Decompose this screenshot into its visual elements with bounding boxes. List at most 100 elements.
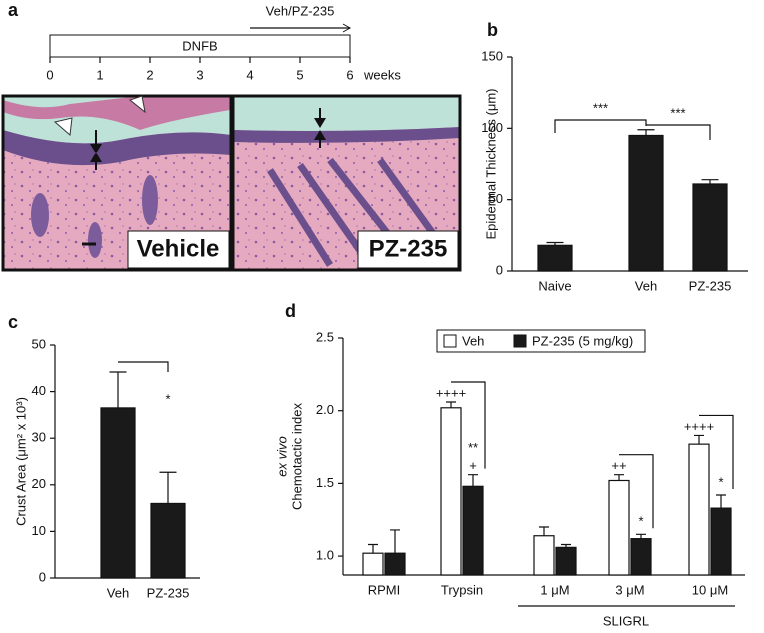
error-bar <box>637 129 655 136</box>
error-bar <box>539 526 549 536</box>
error-bar <box>446 401 456 408</box>
bracket <box>646 124 711 140</box>
image-label: PZ-235 <box>369 235 448 262</box>
timeline-tick-label: 0 <box>46 67 53 82</box>
bar <box>555 546 577 576</box>
label-box <box>357 230 459 269</box>
dnfb-label: DNFB <box>182 38 217 53</box>
triangle-marker <box>53 95 146 136</box>
y-tick-label: 1.0 <box>316 548 334 563</box>
image-label: Vehicle <box>137 235 220 262</box>
error-bar <box>694 434 704 445</box>
y-tick-label: 50 <box>32 336 46 351</box>
significance: * <box>638 514 643 529</box>
significance: * <box>165 391 170 406</box>
bar <box>362 552 384 576</box>
bracket <box>554 119 647 133</box>
significance: *** <box>593 100 608 115</box>
significance: *** <box>670 105 685 120</box>
error-bar <box>701 179 719 184</box>
bracket <box>699 414 734 490</box>
follicle <box>88 222 102 258</box>
y-tick-label: 150 <box>481 48 503 63</box>
legend-label: Veh <box>462 333 484 348</box>
significance-mark: + <box>469 458 477 473</box>
image-background <box>233 96 460 131</box>
x-tick-label: PZ-235 <box>689 278 732 293</box>
y-tick-label: 30 <box>32 430 46 445</box>
panel-label: a <box>8 0 19 20</box>
x-tick-label: RPMI <box>368 582 401 597</box>
error-bar <box>546 241 564 246</box>
bar <box>150 502 186 579</box>
y-tick-label: 2.0 <box>316 402 334 417</box>
arrowhead <box>90 144 102 162</box>
bar <box>384 552 406 576</box>
bar <box>692 183 728 272</box>
error-bar <box>561 543 571 548</box>
histology-images <box>1 94 462 272</box>
x-tick-label: Trypsin <box>441 582 483 597</box>
significance: ** <box>468 440 478 455</box>
error-bar <box>159 471 177 504</box>
bar <box>710 507 732 576</box>
y-axis-label: Chemotactic index <box>289 403 304 510</box>
follicles <box>267 157 448 268</box>
error-bar <box>636 533 646 539</box>
y-axis-label: ex vivo <box>274 436 289 476</box>
y-tick-label: 2.5 <box>316 329 334 344</box>
significance: * <box>718 474 723 489</box>
x-tick-label: Naive <box>538 278 571 293</box>
y-tick-label: 0 <box>39 569 46 584</box>
treatment-label: Veh/PZ-235 <box>266 3 335 18</box>
y-axis-label: Crust Area (μm² x 10³) <box>13 397 28 526</box>
legend-label: PZ-235 (5 mg/kg) <box>532 333 633 348</box>
bracket <box>451 381 486 469</box>
y-tick-label: 10 <box>32 523 46 538</box>
timeline-tick-label: 6 <box>346 67 353 82</box>
y-tick-label: 0 <box>496 262 503 277</box>
image-frame <box>1 94 233 272</box>
x-tick-label: 3 μM <box>615 582 644 597</box>
follicle <box>31 193 49 237</box>
timeline-tick-label: 5 <box>296 67 303 82</box>
y-tick-label: 1.5 <box>316 475 334 490</box>
error-bar <box>614 474 624 481</box>
legend-swatch <box>513 334 527 348</box>
panel-label: d <box>285 301 296 321</box>
error-bar <box>716 494 726 509</box>
bar <box>630 538 652 576</box>
bracket <box>619 454 654 529</box>
x-tick-label: 10 μM <box>692 582 728 597</box>
bar <box>608 479 630 576</box>
panel-label: c <box>8 312 18 332</box>
timeline-tick-label: 1 <box>96 67 103 82</box>
error-bar <box>390 529 400 554</box>
error-bar <box>109 371 127 408</box>
x-tick-label: PZ-235 <box>147 585 190 600</box>
bar <box>533 535 555 576</box>
y-tick-label: 50 <box>489 191 503 206</box>
crust <box>3 96 230 130</box>
bar <box>100 407 136 579</box>
legend-swatch <box>443 334 457 348</box>
bar <box>688 443 710 576</box>
panel-label: b <box>487 20 498 40</box>
bar <box>440 407 462 576</box>
timeline-unit: weeks <box>363 67 401 82</box>
epidermis <box>3 130 231 166</box>
y-tick-label: 100 <box>481 120 503 135</box>
timeline-tick-label: 2 <box>146 67 153 82</box>
error-bar <box>468 474 478 487</box>
x-tick-label: 1 μM <box>540 582 569 597</box>
arrowhead <box>342 23 352 33</box>
significance-mark: ++ <box>611 458 626 473</box>
arrowhead <box>314 118 326 140</box>
y-tick-label: 20 <box>32 476 46 491</box>
image-frame <box>231 94 462 272</box>
timeline-tick-label: 3 <box>196 67 203 82</box>
x-tick-label: Veh <box>107 585 129 600</box>
error-bar <box>368 543 378 554</box>
bracket <box>118 361 169 372</box>
